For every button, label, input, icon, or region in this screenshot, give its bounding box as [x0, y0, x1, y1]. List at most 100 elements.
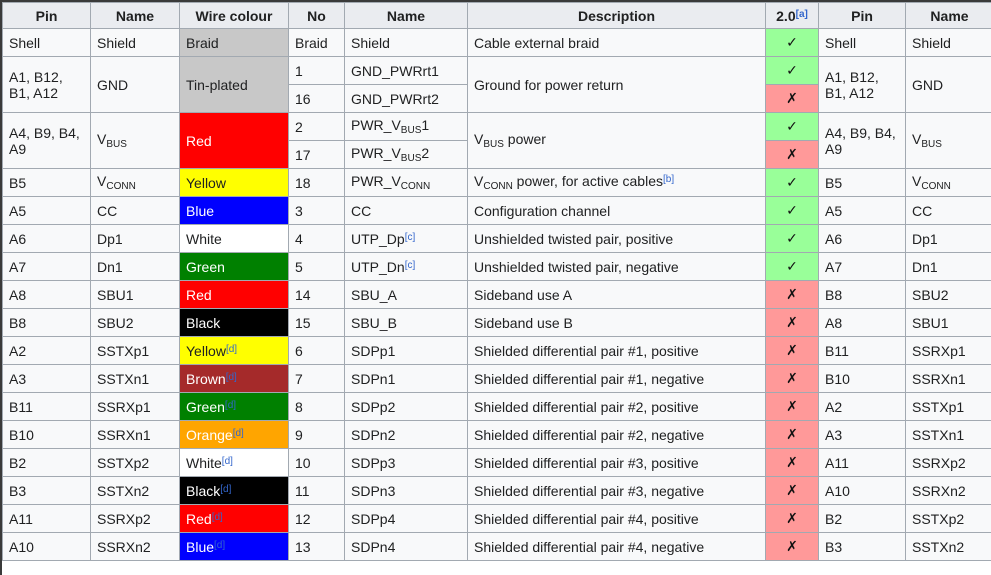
footnote-ref-c[interactable]: [c]	[404, 259, 416, 271]
cell-name-right: SBU1	[905, 308, 991, 337]
cell-name-right: Dp1	[905, 224, 991, 253]
cell-wire-name: SDPp2	[344, 392, 468, 421]
cell-name-right: VCONN	[905, 168, 991, 197]
cell-wire-name: Shield	[344, 28, 468, 57]
cell-wire-name: SDPn1	[344, 364, 468, 393]
column-header-pin-right: Pin	[818, 2, 906, 29]
cell-description: Shielded differential pair #2, positive	[467, 392, 766, 421]
cell-pin-right: A11	[818, 448, 906, 477]
table-row-9: A7 Dn1 Green 5 UTP_Dn[c] Unshielded twisted p…	[2, 252, 991, 281]
cell-no: 12	[288, 504, 345, 533]
footnote-ref-d[interactable]: [d]	[225, 371, 237, 383]
cell-pin-right: A4, B9, B4, A9	[818, 112, 906, 169]
footnote-ref-a[interactable]: [a]	[795, 8, 808, 20]
cell-name-left: SSTXp1	[90, 336, 180, 365]
cell-usb2-support-no: ✗	[765, 140, 819, 169]
cell-usb2-support-yes: ✓	[765, 112, 819, 141]
cell-pin-left: B11	[2, 392, 91, 421]
cell-pin-right: A8	[818, 308, 906, 337]
cell-pin-right: Shell	[818, 28, 906, 57]
cell-name-left: Shield	[90, 28, 180, 57]
cell-description: Shielded differential pair #4, positive	[467, 504, 766, 533]
footnote-ref-d[interactable]: [d]	[225, 343, 238, 355]
cell-description: VBUS power	[467, 112, 766, 169]
cell-usb2-support-no: ✗	[765, 84, 819, 113]
footnote-ref-d[interactable]: [d]	[220, 483, 232, 495]
column-header-usb2-support: 2.0[a]	[765, 2, 819, 29]
table-row-1: Shell Shield Braid Braid Shield Cable externa…	[2, 28, 991, 57]
table-row-14: B11 SSRXp1 Green[d] 8 SDPp2 Shielded differen…	[2, 392, 991, 421]
cell-pin-right: B8	[818, 280, 906, 309]
cell-wire-name: UTP_Dn[c]	[344, 252, 468, 281]
cell-name-left: VCONN	[90, 168, 180, 197]
cell-wire-colour: Red	[179, 112, 289, 169]
cell-wire-colour: Black[d]	[179, 476, 289, 505]
cell-name-right: Shield	[905, 28, 991, 57]
table-row-15: B10 SSRXn1 Orange[d] 9 SDPn2 Shielded differe…	[2, 420, 991, 449]
footnote-ref-d[interactable]: [d]	[211, 511, 223, 523]
column-header-name-left: Name	[90, 2, 180, 29]
cell-wire-colour: Red	[179, 280, 289, 309]
header-row: Pin Name Wire colour No Name Description 2.0[a…	[2, 2, 991, 29]
cell-wire-name: UTP_Dp[c]	[344, 224, 468, 253]
cell-usb2-support-no: ✗	[765, 420, 819, 449]
cell-no: 8	[288, 392, 345, 421]
cell-wire-name: SDPp4	[344, 504, 468, 533]
cell-no: 6	[288, 336, 345, 365]
cell-pin-right: A6	[818, 224, 906, 253]
cell-usb2-support-no: ✗	[765, 448, 819, 477]
cell-wire-name: SDPn2	[344, 420, 468, 449]
cell-description: Ground for power return	[467, 56, 766, 113]
cell-pin-right: A10	[818, 476, 906, 505]
cell-usb2-support-yes: ✓	[765, 168, 819, 197]
cell-pin-right: A5	[818, 196, 906, 225]
cell-pin-left: B2	[2, 448, 91, 477]
cell-wire-name: SBU_B	[344, 308, 468, 337]
footnote-ref-d[interactable]: [d]	[224, 399, 237, 411]
footnote-ref-d[interactable]: [d]	[232, 427, 244, 439]
usbc-pinout-table: Pin Name Wire colour No Name Description 2.0[a…	[2, 2, 991, 561]
table-row-7: A5 CC Blue 3 CC Configuration channel ✓ A5 CC	[2, 196, 991, 225]
cell-description: Unshielded twisted pair, positive	[467, 224, 766, 253]
footnote-ref-c[interactable]: [c]	[404, 231, 416, 243]
table-row-13: A3 SSTXn1 Brown[d] 7 SDPn1 Shielded different…	[2, 364, 991, 393]
cell-name-left: VBUS	[90, 112, 180, 169]
cell-wire-colour: Black	[179, 308, 289, 337]
cell-no: 2	[288, 112, 345, 141]
table-row-19: A10 SSRXn2 Blue[d] 13 SDPn4 Shielded differen…	[2, 532, 991, 561]
cell-wire-colour: Tin-plated	[179, 56, 289, 113]
cell-no: 1	[288, 56, 345, 85]
cell-name-left: SSRXn2	[90, 532, 180, 561]
table-row-10: A8 SBU1 Red 14 SBU_A Sideband use A ✗ B8 SBU2	[2, 280, 991, 309]
footnote-ref-b[interactable]: [b]	[662, 174, 675, 185]
cell-pin-right: B11	[818, 336, 906, 365]
cell-usb2-support-no: ✗	[765, 532, 819, 561]
cell-wire-name: SDPn3	[344, 476, 468, 505]
table-row-5: 17 PWR_VBUS2 ✗	[3, 140, 991, 169]
cell-usb2-support-no: ✗	[765, 280, 819, 309]
cell-usb2-support-no: ✗	[765, 504, 819, 533]
cell-name-right: SSTXp2	[905, 504, 991, 533]
cell-no: 9	[288, 420, 345, 449]
table-row-6: B5 VCONN Yellow 18 PWR_VCONN VCONN power, for…	[2, 168, 991, 197]
cell-wire-name: SDPn4	[344, 532, 468, 561]
cell-wire-name: SDPp1	[344, 336, 468, 365]
table-body: Shell Shield Braid Braid Shield Cable externa…	[2, 28, 991, 561]
cell-wire-name: SBU_A	[344, 280, 468, 309]
cell-description: Shielded differential pair #1, negative	[467, 364, 766, 393]
cell-name-left: SSRXn1	[90, 420, 180, 449]
table-row-3: 16 GND_PWRrt2 ✗	[3, 84, 991, 113]
cell-name-right: CC	[905, 196, 991, 225]
cell-wire-name: GND_PWRrt2	[344, 84, 468, 113]
cell-no: 16	[288, 84, 345, 113]
cell-usb2-support-no: ✗	[765, 476, 819, 505]
cell-pin-left: A4, B9, B4, A9	[2, 112, 91, 169]
cell-usb2-support-yes: ✓	[765, 28, 819, 57]
footnote-ref-d[interactable]: [d]	[214, 539, 226, 551]
table-row-8: A6 Dp1 White 4 UTP_Dp[c] Unshielded twisted p…	[2, 224, 991, 253]
cell-pin-left: A8	[2, 280, 91, 309]
footnote-ref-d[interactable]: [d]	[221, 455, 233, 467]
cell-wire-colour: White[d]	[179, 448, 289, 477]
cell-no: Braid	[288, 28, 345, 57]
